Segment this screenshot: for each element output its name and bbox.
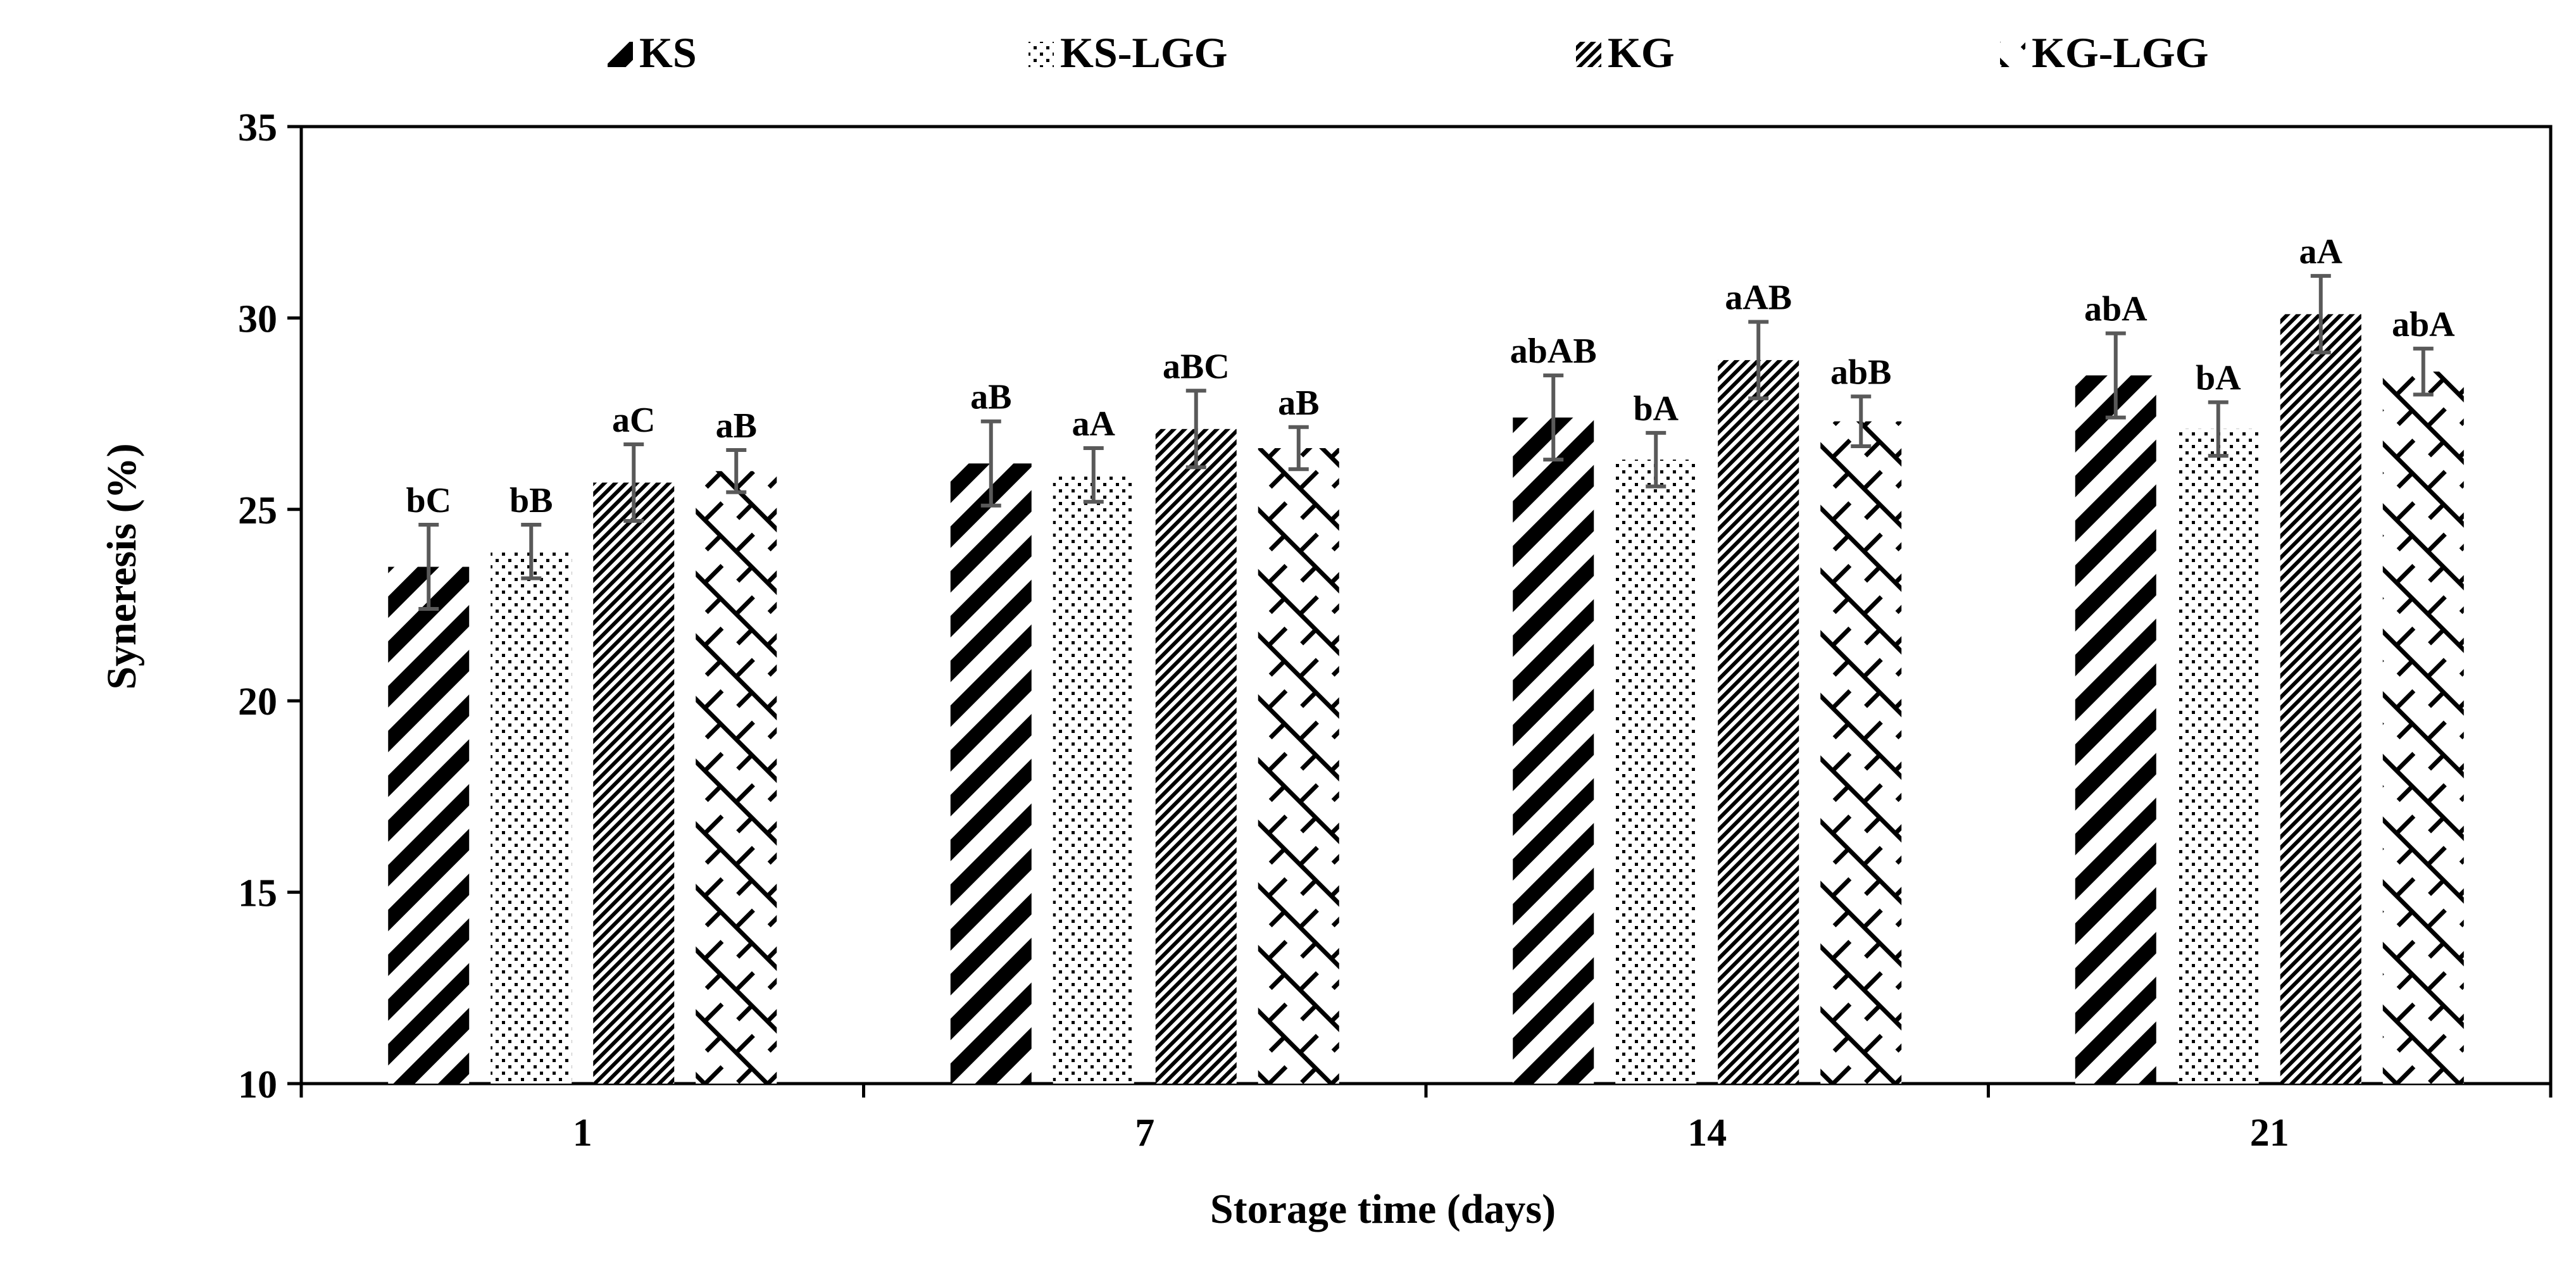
legend-item-kg: KG bbox=[1576, 28, 1675, 77]
error-bar bbox=[980, 419, 1001, 508]
bar-ks-day-21 bbox=[2075, 375, 2156, 1084]
bar-kg-lgg-day-14 bbox=[1820, 421, 1902, 1084]
x-tick-label: 1 bbox=[573, 1111, 592, 1154]
bar-kg-day-7 bbox=[1155, 429, 1237, 1084]
bar-ks-day-1 bbox=[388, 566, 470, 1084]
error-bar bbox=[1288, 425, 1309, 472]
bar-kg-lgg-day-7 bbox=[1258, 448, 1339, 1084]
legend-swatch bbox=[1576, 42, 1601, 67]
significance-label: aB bbox=[716, 406, 757, 446]
error-bar bbox=[1083, 446, 1104, 504]
bar-ks-lgg-day-14 bbox=[1615, 460, 1697, 1084]
bars-group bbox=[388, 314, 2464, 1084]
significance-label: abA bbox=[2084, 290, 2148, 329]
significance-label: abA bbox=[2392, 305, 2455, 344]
y-tick-label: 15 bbox=[238, 872, 277, 915]
error-bar bbox=[521, 522, 542, 580]
bar-kg-day-14 bbox=[1718, 360, 1799, 1084]
error-bars-group bbox=[418, 273, 2434, 611]
legend-swatch bbox=[1029, 42, 1054, 67]
significance-label: bA bbox=[2196, 358, 2241, 397]
x-axis-title: Storage time (days) bbox=[1210, 1186, 1556, 1232]
bar-kg-lgg-day-1 bbox=[696, 471, 777, 1084]
y-tick-label: 30 bbox=[238, 297, 277, 341]
y-tick-label: 10 bbox=[238, 1063, 277, 1106]
error-bar bbox=[1646, 430, 1666, 489]
y-axis: 10 15 20 25 30 35 bbox=[238, 106, 301, 1106]
significance-label: abB bbox=[1830, 353, 1892, 392]
error-bar bbox=[623, 442, 644, 523]
error-bar bbox=[726, 448, 747, 494]
error-bar bbox=[418, 522, 439, 611]
y-axis-title: Syneresis (%) bbox=[99, 443, 145, 689]
significance-labels-group: bC bB aC aB aB aA aBC aB abAB bA aAB abB abA bA aA abA bbox=[406, 232, 2455, 520]
significance-label: bB bbox=[510, 481, 553, 520]
significance-label: bA bbox=[1633, 389, 1679, 429]
significance-label: bC bbox=[406, 481, 451, 520]
legend-label: KG bbox=[1608, 28, 1675, 77]
error-bar bbox=[2208, 400, 2229, 458]
significance-label: aBC bbox=[1163, 347, 1230, 386]
significance-label: aB bbox=[970, 378, 1011, 417]
error-bar bbox=[2310, 273, 2331, 354]
error-bar bbox=[1543, 373, 1564, 462]
x-tick-label: 7 bbox=[1135, 1111, 1154, 1154]
bar-ks-lgg-day-7 bbox=[1053, 475, 1134, 1084]
bar-ks-lgg-day-1 bbox=[491, 551, 572, 1084]
bar-kg-day-1 bbox=[593, 482, 675, 1084]
significance-label: aA bbox=[1072, 404, 1116, 444]
legend: KS KS-LGG KG KG-LGG bbox=[608, 28, 2209, 77]
significance-label: aAB bbox=[1725, 278, 1792, 317]
legend-swatch bbox=[608, 42, 633, 67]
y-tick-label: 35 bbox=[238, 106, 277, 149]
legend-label: KS bbox=[639, 28, 697, 77]
bar-kg-day-21 bbox=[2280, 314, 2361, 1084]
bar-ks-lgg-day-21 bbox=[2177, 429, 2259, 1084]
bar-ks-day-14 bbox=[1513, 417, 1594, 1084]
significance-label: aA bbox=[2299, 232, 2343, 272]
x-tick-label: 21 bbox=[2250, 1111, 2289, 1154]
significance-label: aB bbox=[1278, 384, 1319, 423]
y-tick-label: 25 bbox=[238, 489, 277, 532]
legend-label: KS-LGG bbox=[1060, 28, 1228, 77]
significance-label: aC bbox=[612, 401, 655, 440]
legend-item-kg-lgg: KG-LGG bbox=[2000, 28, 2209, 77]
y-tick-label: 20 bbox=[238, 680, 277, 723]
bar-ks-day-7 bbox=[950, 463, 1032, 1084]
x-tick-label: 14 bbox=[1687, 1111, 1727, 1154]
legend-swatch bbox=[2000, 42, 2025, 67]
legend-item-ks-lgg: KS-LGG bbox=[1029, 28, 1228, 77]
x-axis: 1 7 14 21 bbox=[299, 1084, 2553, 1154]
error-bar bbox=[1185, 389, 1206, 470]
error-bar bbox=[1748, 320, 1769, 401]
error-bar bbox=[2413, 346, 2434, 397]
error-bar bbox=[1851, 394, 1872, 449]
significance-label: abAB bbox=[1510, 332, 1597, 371]
legend-item-ks: KS bbox=[608, 28, 697, 77]
legend-label: KG-LGG bbox=[2032, 28, 2209, 77]
error-bar bbox=[2105, 331, 2126, 420]
bar-kg-lgg-day-21 bbox=[2382, 372, 2464, 1084]
